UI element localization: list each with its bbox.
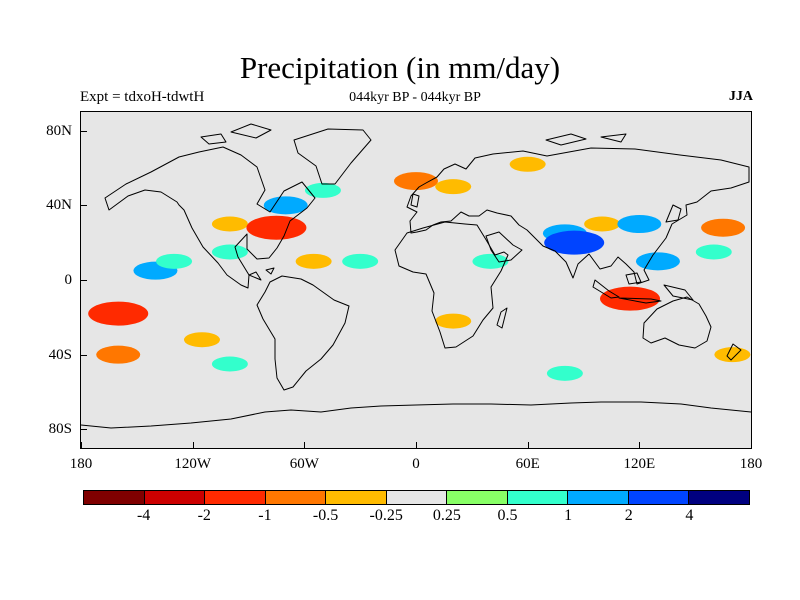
lat-tick-label: 40N bbox=[46, 197, 72, 214]
lon-tick-label: 120E bbox=[623, 456, 656, 472]
colorbar-label: -4 bbox=[136, 507, 151, 524]
coastline-greenland bbox=[293, 128, 372, 185]
colorbar-swatch-2 bbox=[205, 491, 266, 504]
map-plot-area bbox=[80, 111, 752, 449]
colorbar-label: 0.25 bbox=[432, 507, 461, 524]
anomaly-region-24 bbox=[183, 332, 220, 348]
anomaly-region-10 bbox=[394, 172, 438, 191]
anomaly-region-8 bbox=[295, 253, 332, 269]
colorbar-swatch-8 bbox=[568, 491, 629, 504]
lon-tick bbox=[192, 442, 194, 448]
anomaly-region-25 bbox=[211, 356, 248, 372]
lon-tick bbox=[751, 442, 752, 448]
period-label: 044kyr BP - 044kyr BP bbox=[349, 90, 481, 105]
colorbar-swatch-7 bbox=[507, 491, 569, 504]
colorbar-swatch-3 bbox=[265, 491, 327, 504]
anomaly-region-11 bbox=[435, 179, 472, 195]
colorbar-label: -1 bbox=[258, 507, 272, 524]
lon-tick-label: 0 bbox=[412, 456, 420, 472]
coastline-europe-asia bbox=[406, 147, 750, 285]
anomaly-region-17 bbox=[584, 216, 621, 232]
anomaly-region-20 bbox=[635, 252, 680, 271]
colorbar-swatch-6 bbox=[447, 491, 508, 504]
coastline-caribbean bbox=[248, 267, 275, 281]
lon-tick-label: 60W bbox=[289, 456, 319, 472]
lat-tick-label: 40S bbox=[48, 346, 72, 363]
coastline-south-america bbox=[256, 275, 350, 391]
anomaly-region-0 bbox=[88, 301, 149, 326]
lat-tick-label: 80S bbox=[48, 421, 72, 438]
coastline-arabia bbox=[485, 231, 523, 263]
colorbar-label: -2 bbox=[197, 507, 211, 524]
coastline-africa bbox=[394, 221, 509, 349]
colorbar-label: -0.5 bbox=[312, 507, 339, 524]
lon-tick-label: 60E bbox=[515, 456, 540, 472]
anomaly-region-16 bbox=[544, 230, 605, 255]
colorbar-label: 2 bbox=[624, 507, 633, 524]
lat-tick bbox=[81, 429, 87, 431]
experiment-label: Expt = tdxoH-tdwtH bbox=[80, 89, 205, 105]
lat-tick-label: 80N bbox=[46, 122, 72, 139]
anomaly-region-18 bbox=[617, 215, 662, 233]
colorbar-swatch-0 bbox=[84, 491, 145, 504]
lon-tick bbox=[81, 442, 82, 448]
anomaly-region-6 bbox=[304, 182, 341, 198]
colorbar-label: 1 bbox=[564, 507, 573, 524]
colorbar-swatch-9 bbox=[628, 491, 690, 504]
coastline-arctic-islands bbox=[200, 123, 627, 146]
coastline-antarctica bbox=[81, 401, 751, 429]
lat-tick bbox=[81, 354, 87, 356]
coastline-australia bbox=[642, 296, 712, 349]
colorbar-label: -0.25 bbox=[369, 507, 403, 524]
coastline-uk bbox=[410, 193, 420, 208]
coastline-new-zealand bbox=[726, 343, 742, 361]
anomaly-region-4 bbox=[246, 215, 307, 240]
colorbar-label: 0.5 bbox=[497, 507, 518, 524]
anomaly-region-14 bbox=[435, 313, 472, 329]
colorbar-swatch-1 bbox=[144, 491, 206, 504]
anomaly-region-5 bbox=[263, 196, 308, 215]
lon-tick bbox=[527, 442, 529, 448]
lon-tick bbox=[304, 442, 306, 448]
anomaly-region-12 bbox=[509, 156, 546, 172]
colorbar-swatch-5 bbox=[386, 491, 448, 504]
anomaly-region-21 bbox=[701, 218, 746, 237]
colorbar bbox=[83, 490, 750, 505]
map-background bbox=[81, 112, 751, 448]
anomaly-region-27 bbox=[714, 347, 751, 363]
anomaly-region-7 bbox=[211, 244, 248, 260]
season-label: JJA bbox=[728, 89, 753, 104]
anomaly-region-23 bbox=[96, 345, 141, 364]
lon-tick bbox=[416, 442, 417, 448]
colorbar-swatch-10 bbox=[689, 491, 750, 504]
anomaly-region-2 bbox=[156, 253, 193, 269]
anomaly-region-22 bbox=[695, 244, 732, 260]
lat-tick bbox=[81, 205, 87, 207]
lat-tick-label: 0 bbox=[64, 272, 73, 288]
precipitation-anomaly-fields bbox=[88, 156, 751, 381]
coastline-indonesia bbox=[592, 272, 694, 304]
coastlines bbox=[81, 123, 751, 429]
lat-tick bbox=[81, 130, 87, 132]
lon-tick bbox=[639, 442, 641, 448]
precipitation-map bbox=[81, 112, 751, 448]
lon-tick-label: 180 bbox=[739, 456, 763, 472]
anomaly-region-3 bbox=[211, 216, 248, 232]
coastline-north-america bbox=[104, 146, 316, 289]
anomaly-region-9 bbox=[342, 253, 379, 269]
colorbar-swatch-4 bbox=[326, 491, 387, 504]
lat-tick bbox=[81, 280, 87, 281]
anomaly-region-13 bbox=[472, 253, 509, 269]
anomaly-region-26 bbox=[546, 365, 583, 381]
lon-tick-label: 180 bbox=[69, 456, 93, 472]
plot-title: Precipitation (in mm/day) bbox=[239, 50, 561, 85]
coastline-madagascar bbox=[496, 307, 508, 329]
lon-tick-label: 120W bbox=[174, 456, 211, 472]
colorbar-label: 4 bbox=[685, 507, 694, 524]
coastline-japan bbox=[665, 204, 682, 223]
